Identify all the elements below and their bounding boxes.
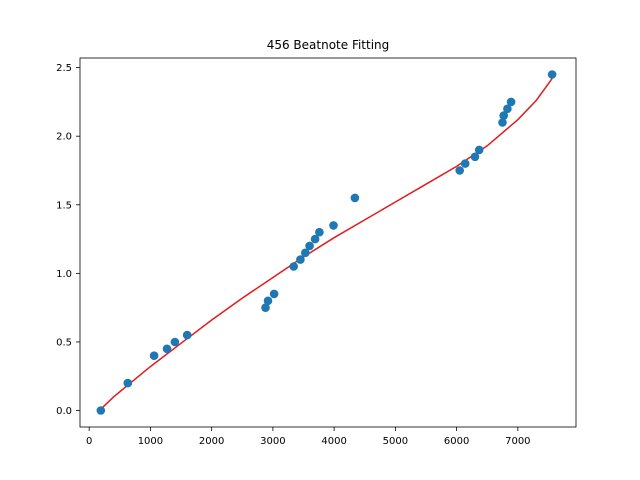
- data-point: [499, 111, 509, 120]
- data-point: [506, 97, 516, 107]
- data-point: [498, 118, 507, 127]
- y-tick-label: 0.5: [56, 337, 72, 348]
- data-point: [305, 241, 314, 251]
- y-tick-label: 2.0: [56, 132, 72, 143]
- plot-area: [96, 70, 557, 415]
- data-point: [123, 378, 133, 388]
- data-point: [261, 303, 270, 313]
- data-point: [474, 145, 484, 155]
- data-point: [182, 330, 192, 340]
- data-point: [289, 262, 299, 271]
- x-tick-label: 0: [86, 436, 92, 447]
- x-tick-label: 3000: [260, 436, 285, 447]
- x-tick-label: 5000: [383, 436, 408, 447]
- data-point: [296, 255, 305, 264]
- data-point: [170, 337, 180, 347]
- x-tick-label: 7000: [505, 436, 530, 447]
- fit-line: [100, 78, 553, 410]
- data-point: [455, 166, 465, 175]
- data-point: [263, 296, 273, 306]
- x-tick-label: 1000: [138, 436, 163, 447]
- data-point: [301, 248, 310, 258]
- axes-frame: [79, 57, 577, 428]
- x-axis: 0 1000 2000 3000 4000 5000 6000 7000: [86, 427, 531, 447]
- y-tick-label: 0.0: [56, 406, 72, 417]
- data-point: [470, 152, 480, 162]
- y-tick-label: 2.5: [56, 63, 72, 74]
- data-point: [460, 159, 470, 168]
- chart-title: 456 Beatnote Fitting: [267, 38, 390, 52]
- y-axis: 0.0 0.5 1.0 1.5 2.0 2.5: [56, 63, 80, 417]
- data-point: [350, 193, 360, 203]
- data-point: [547, 70, 557, 79]
- data-point: [315, 227, 324, 237]
- x-tick-label: 6000: [444, 436, 469, 447]
- x-tick-label: 4000: [321, 436, 346, 447]
- data-point: [96, 406, 106, 415]
- data-point: [269, 289, 279, 299]
- data-point: [162, 344, 172, 354]
- data-point: [149, 351, 159, 361]
- data-point: [329, 221, 338, 230]
- data-point: [310, 234, 320, 244]
- y-tick-label: 1.0: [56, 269, 72, 280]
- data-point: [503, 104, 512, 114]
- x-tick-label: 2000: [199, 436, 224, 447]
- y-tick-label: 1.5: [56, 200, 72, 211]
